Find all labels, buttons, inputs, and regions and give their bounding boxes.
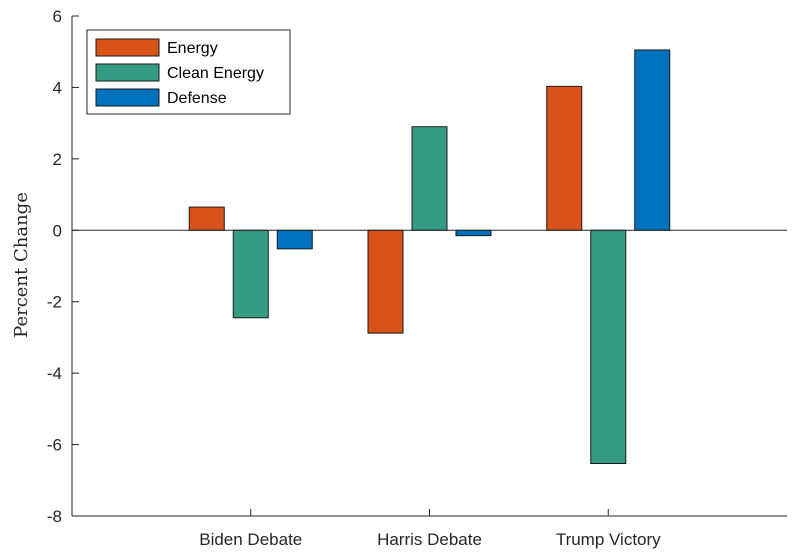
bar-energy-harris-debate xyxy=(367,229,404,334)
x-tick-label: Trump Victory xyxy=(556,530,661,549)
y-tick-label: 4 xyxy=(53,78,62,97)
y-tick-label: -6 xyxy=(47,436,62,455)
legend-swatch xyxy=(95,88,160,107)
legend-label: Energy xyxy=(167,40,218,57)
x-tick-label: Biden Debate xyxy=(199,530,302,549)
axes-group: 6 4 2 0 -2 -4 -6 -8 Biden Debate Harris Debate Tru… xyxy=(47,7,787,549)
legend-swatch xyxy=(95,38,160,57)
bar-clean-energy-harris-debate xyxy=(411,126,448,231)
y-tick-label: -2 xyxy=(47,293,62,312)
bar-defense-trump-victory xyxy=(634,49,671,231)
bar-defense-biden-debate xyxy=(276,229,313,250)
legend: Energy Clean Energy Defense xyxy=(86,29,291,115)
bars-group xyxy=(188,49,671,464)
x-tick-label: Harris Debate xyxy=(377,530,482,549)
legend-swatch xyxy=(95,63,160,82)
y-axis-label: Percent Change xyxy=(11,192,32,338)
y-tick-label: -4 xyxy=(47,364,62,383)
bar-energy-biden-debate xyxy=(188,206,225,231)
y-tick-label: 6 xyxy=(53,7,62,26)
y-tick-label: -8 xyxy=(47,507,62,526)
bar-clean-energy-biden-debate xyxy=(232,229,269,319)
bar-energy-trump-victory xyxy=(546,85,583,231)
bar-clean-energy-trump-victory xyxy=(590,229,627,464)
y-tick-label: 0 xyxy=(53,221,62,240)
bar-defense-harris-debate xyxy=(455,229,492,237)
legend-label: Defense xyxy=(167,90,227,107)
y-tick-label: 2 xyxy=(53,150,62,169)
legend-label: Clean Energy xyxy=(167,65,264,82)
